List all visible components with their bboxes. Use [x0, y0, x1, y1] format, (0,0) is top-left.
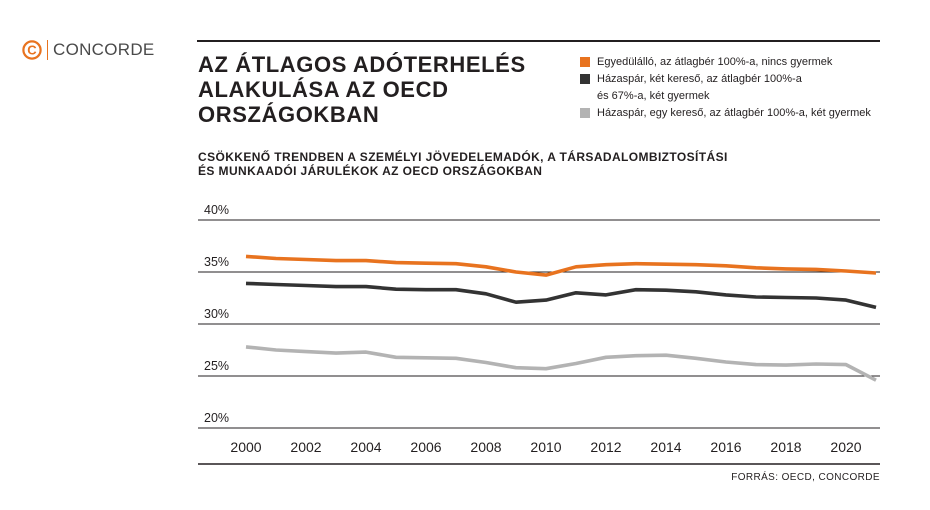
subtitle-line: CSÖKKENŐ TRENDBEN A SZEMÉLYI JÖVEDELEMAD…: [198, 150, 728, 164]
brand-name: CONCORDE: [53, 40, 155, 59]
legend-swatch: [580, 74, 590, 84]
x-tick-label: 2016: [710, 439, 741, 455]
legend-item-single: Egyedülálló, az átlagbér 100%-a, nincs g…: [580, 54, 910, 71]
legend-label: Házaspár, egy kereső, az átlagbér 100%-a…: [597, 107, 871, 119]
legend-label: Házaspár, két kereső, az átlagbér 100%-a: [597, 73, 802, 85]
logo-mark-letter: C: [27, 43, 37, 58]
brand-logo: C CONCORDE: [22, 38, 155, 62]
legend-item-two-earners: Házaspár, két kereső, az átlagbér 100%-a…: [580, 71, 910, 105]
x-tick-label: 2002: [290, 439, 321, 455]
title-line: AZ ÁTLAGOS ADÓTERHELÉS: [198, 52, 526, 77]
x-tick-label: 2010: [530, 439, 561, 455]
series-line-2: [245, 281, 877, 310]
y-tick-label: 35%: [204, 255, 229, 269]
logo-divider: [47, 40, 48, 60]
series-line-1: [245, 254, 877, 277]
source-note: FORRÁS: OECD, CONCORDE: [731, 472, 880, 483]
x-tick-label: 2006: [410, 439, 441, 455]
top-rule: [197, 40, 880, 42]
x-tick-label: 2014: [650, 439, 681, 455]
legend-swatch: [580, 57, 590, 67]
chart-title: AZ ÁTLAGOS ADÓTERHELÉS ALAKULÁSA AZ OECD…: [198, 52, 578, 127]
y-tick-label: 25%: [204, 359, 229, 373]
x-tick-label: 2018: [770, 439, 801, 455]
x-tick-label: 2020: [830, 439, 861, 455]
x-tick-label: 2012: [590, 439, 621, 455]
x-tick-label: 2004: [350, 439, 381, 455]
y-tick-label: 40%: [204, 203, 229, 217]
legend: Egyedülálló, az átlagbér 100%-a, nincs g…: [580, 54, 910, 122]
legend-label: Egyedülálló, az átlagbér 100%-a, nincs g…: [597, 56, 833, 68]
subtitle-line: ÉS MUNKAADÓI JÁRULÉKOK AZ OECD ORSZÁGOKB…: [198, 164, 543, 178]
legend-label: és 67%-a, két gyermek: [597, 90, 710, 102]
title-line: ALAKULÁSA AZ OECD: [198, 77, 449, 102]
x-tick-label: 2008: [470, 439, 501, 455]
series-line-3: [245, 345, 877, 382]
title-line: ORSZÁGOKBAN: [198, 102, 380, 127]
concorde-c-icon: C: [22, 40, 42, 60]
x-tick-label: 2000: [230, 439, 261, 455]
legend-item-one-earner: Házaspár, egy kereső, az átlagbér 100%-a…: [580, 105, 910, 122]
chart-subtitle: CSÖKKENŐ TRENDBEN A SZEMÉLYI JÖVEDELEMAD…: [198, 150, 888, 178]
y-tick-label: 20%: [204, 411, 229, 425]
y-tick-label: 30%: [204, 307, 229, 321]
legend-swatch: [580, 108, 590, 118]
